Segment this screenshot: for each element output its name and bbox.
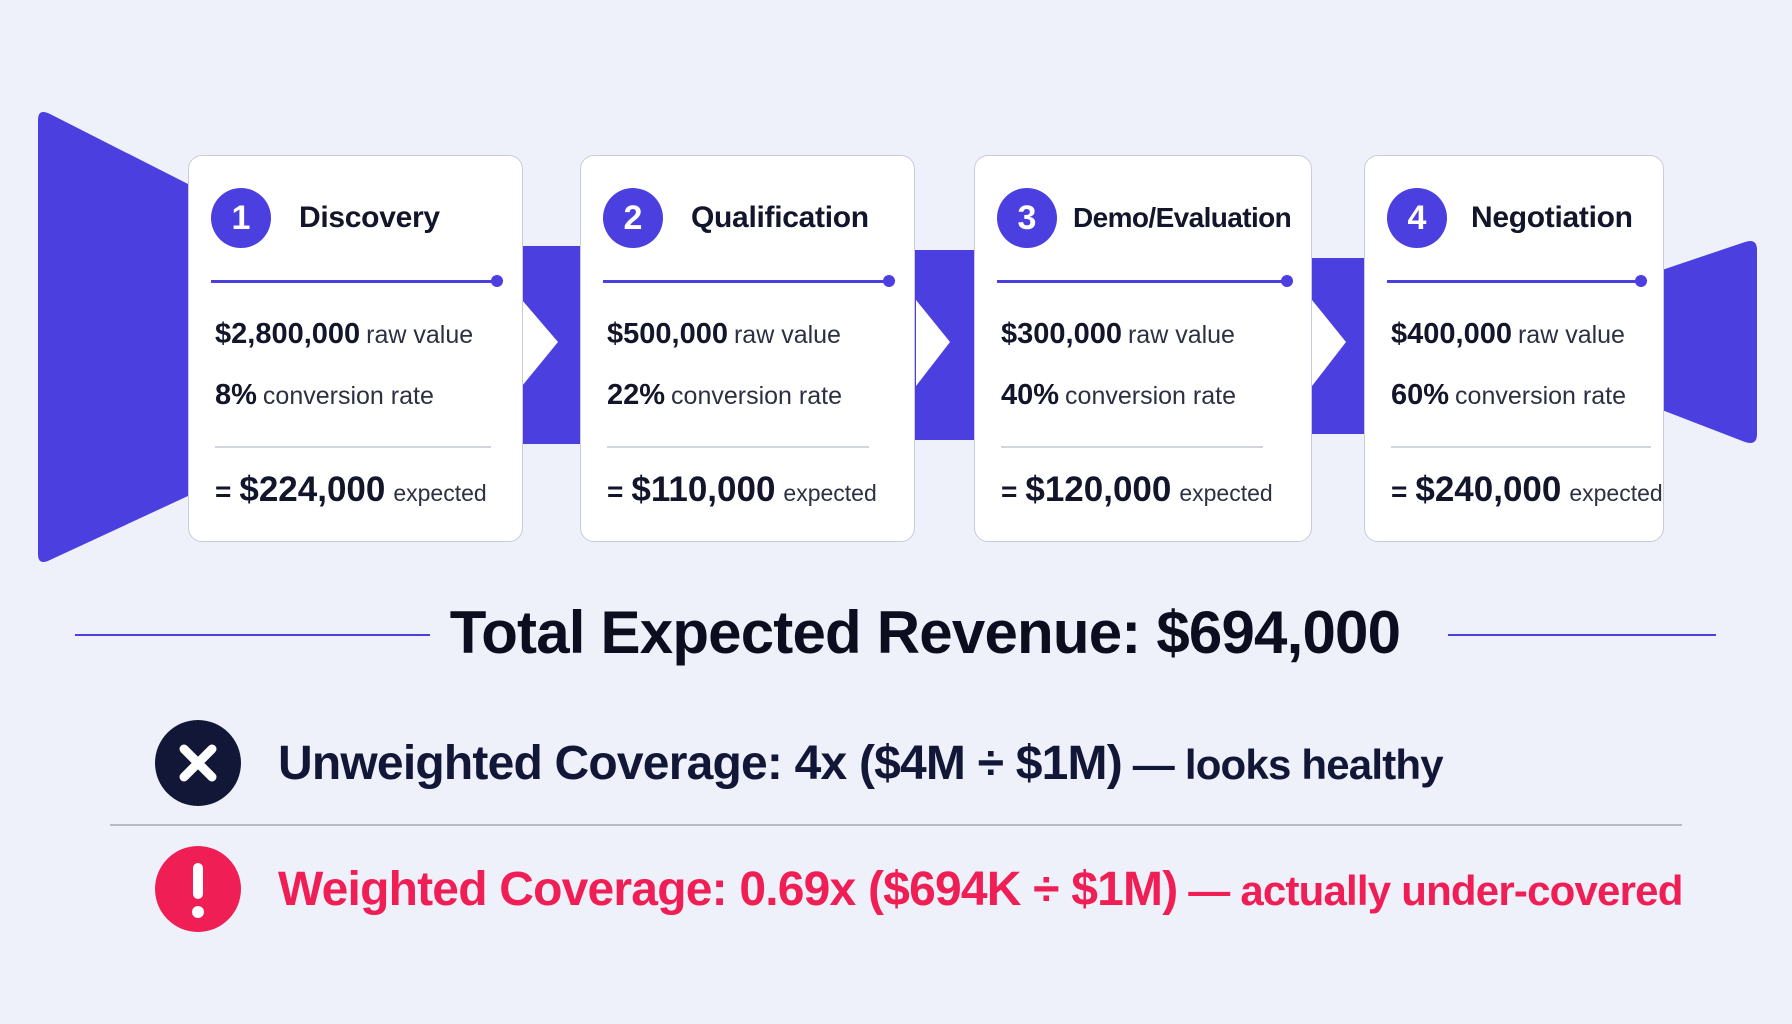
total-line-right xyxy=(1448,634,1716,636)
conversion-rate: 8% xyxy=(215,379,257,411)
equals-sign: = xyxy=(215,476,232,507)
accent-line xyxy=(997,275,1293,287)
unweighted-coverage-line: Unweighted Coverage: 4x ($4M ÷ $1M) — lo… xyxy=(278,736,1444,791)
equals-sign: = xyxy=(607,476,624,507)
raw-value-label: raw value xyxy=(1127,321,1235,349)
stage-number-badge: 1 xyxy=(211,188,271,248)
conversion-rate: 40% xyxy=(1001,379,1060,411)
x-icon xyxy=(155,720,241,806)
stage-card-demo-evaluation: 3 Demo/Evaluation $300,000 raw value 40% c… xyxy=(974,155,1312,542)
stage-card-negotiation: 4 Negotiation $400,000 raw value 60% conve… xyxy=(1364,155,1664,542)
raw-value: $300,000 xyxy=(1001,318,1122,350)
equals-sign: = xyxy=(1391,476,1408,507)
conversion-row: 22% conversion rate xyxy=(607,379,842,412)
accent-dot xyxy=(491,275,503,287)
raw-value: $400,000 xyxy=(1391,318,1512,350)
stage-number-badge: 2 xyxy=(603,188,663,248)
funnel-right-cone xyxy=(1662,241,1757,443)
accent-line xyxy=(1387,275,1647,287)
raw-value-label: raw value xyxy=(1517,321,1625,349)
raw-value-row: $2,800,000 raw value xyxy=(215,318,473,351)
conversion-rate: 22% xyxy=(607,379,666,411)
total-line-left xyxy=(75,634,430,636)
conversion-row: 40% conversion rate xyxy=(1001,379,1236,412)
accent-line xyxy=(603,275,895,287)
expected-row: = $240,000 expected xyxy=(1391,470,1663,510)
accent-dot xyxy=(883,275,895,287)
total-expected-revenue: Total Expected Revenue: $694,000 xyxy=(449,599,1401,666)
raw-value: $2,800,000 xyxy=(215,318,361,350)
expected-label: expected xyxy=(1569,480,1663,506)
exclamation-icon xyxy=(155,846,241,932)
funnel-arrow-2 xyxy=(916,300,950,386)
raw-value-label: raw value xyxy=(366,321,474,349)
stage-title: Demo/Evaluation xyxy=(1073,202,1292,233)
accent-dot xyxy=(1635,275,1647,287)
stage-title: Qualification xyxy=(691,201,869,234)
expected-value: $224,000 xyxy=(239,470,386,509)
raw-value-label: raw value xyxy=(733,321,841,349)
stage-card-discovery: 1 Discovery $2,800,000 raw value 8% conver… xyxy=(188,155,523,542)
weighted-coverage-main: Weighted Coverage: 0.69x ($694K ÷ $1M) xyxy=(278,863,1178,916)
funnel-arrow-3 xyxy=(1312,300,1346,386)
raw-value-row: $400,000 raw value xyxy=(1391,318,1625,351)
expected-value: $240,000 xyxy=(1415,470,1562,509)
card-divider xyxy=(1391,446,1651,448)
card-divider xyxy=(215,446,491,448)
expected-label: expected xyxy=(393,480,487,506)
weighted-coverage-note: — actually under-covered xyxy=(1177,867,1683,914)
stage-number-badge: 4 xyxy=(1387,188,1447,248)
stage-title: Negotiation xyxy=(1471,201,1633,234)
conversion-label: conversion rate xyxy=(262,382,434,410)
expected-value: $120,000 xyxy=(1025,470,1172,509)
expected-value: $110,000 xyxy=(631,470,776,509)
unweighted-coverage-main: Unweighted Coverage: 4x ($4M ÷ $1M) xyxy=(278,737,1123,790)
conversion-row: 60% conversion rate xyxy=(1391,379,1626,412)
conversion-rate: 60% xyxy=(1391,379,1450,411)
expected-row: = $110,000 expected xyxy=(607,470,877,510)
raw-value: $500,000 xyxy=(607,318,728,350)
expected-row: = $120,000 expected xyxy=(1001,470,1273,510)
raw-value-row: $300,000 raw value xyxy=(1001,318,1235,351)
weighted-coverage-line: Weighted Coverage: 0.69x ($694K ÷ $1M) —… xyxy=(278,862,1683,917)
accent-line xyxy=(211,275,503,287)
funnel-arrow-1 xyxy=(522,300,558,386)
unweighted-coverage-note: — looks healthy xyxy=(1121,741,1444,788)
equals-sign: = xyxy=(1001,476,1018,507)
expected-row: = $224,000 expected xyxy=(215,470,487,510)
accent-dot xyxy=(1281,275,1293,287)
raw-value-row: $500,000 raw value xyxy=(607,318,841,351)
conversion-label: conversion rate xyxy=(1065,382,1236,410)
funnel-left-cone xyxy=(38,112,188,562)
stage-number-badge: 3 xyxy=(997,188,1057,248)
coverage-divider xyxy=(110,824,1682,826)
stage-title: Discovery xyxy=(299,201,440,234)
conversion-label: conversion rate xyxy=(671,382,842,410)
conversion-row: 8% conversion rate xyxy=(215,379,434,412)
stage-card-qualification: 2 Qualification $500,000 raw value 22% con… xyxy=(580,155,915,542)
expected-label: expected xyxy=(783,480,877,506)
card-divider xyxy=(1001,446,1263,448)
card-divider xyxy=(607,446,869,448)
conversion-label: conversion rate xyxy=(1455,382,1626,410)
expected-label: expected xyxy=(1179,480,1273,506)
